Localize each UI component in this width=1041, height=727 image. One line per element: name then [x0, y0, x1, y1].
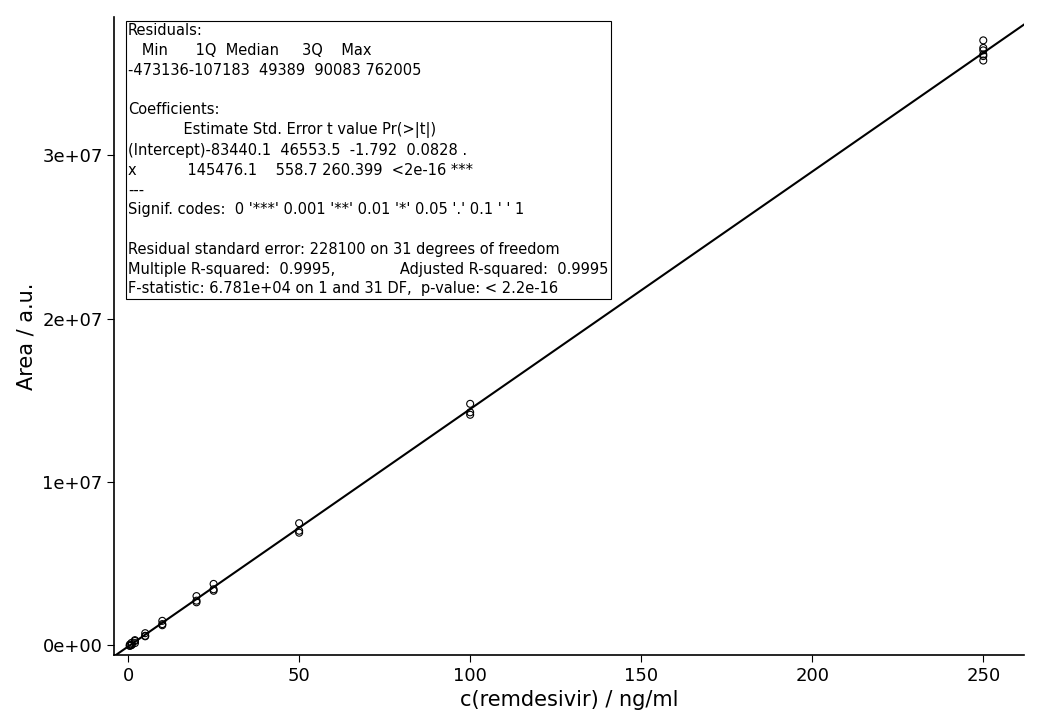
Point — [188, 596, 205, 608]
Point — [290, 525, 307, 537]
Point — [462, 409, 479, 421]
Point — [123, 639, 139, 651]
Point — [127, 635, 144, 646]
Point — [462, 406, 479, 418]
Point — [122, 639, 138, 651]
Point — [188, 595, 205, 606]
Point — [154, 615, 171, 627]
Point — [975, 50, 992, 62]
Point — [123, 637, 139, 648]
Point — [122, 640, 138, 651]
Point — [154, 618, 171, 630]
Point — [975, 49, 992, 60]
Point — [205, 578, 222, 590]
Point — [154, 619, 171, 631]
Point — [290, 518, 307, 529]
Point — [205, 585, 222, 597]
Y-axis label: Area / a.u.: Area / a.u. — [17, 282, 36, 390]
Point — [975, 42, 992, 54]
Point — [136, 630, 153, 642]
Point — [205, 584, 222, 595]
Point — [127, 635, 144, 647]
Point — [975, 44, 992, 56]
Point — [290, 527, 307, 539]
Point — [122, 640, 138, 651]
Point — [136, 627, 153, 639]
Point — [188, 590, 205, 602]
X-axis label: c(remdesivir) / ng/ml: c(remdesivir) / ng/ml — [460, 691, 679, 710]
Point — [127, 638, 144, 649]
Point — [975, 55, 992, 66]
Point — [123, 639, 139, 651]
Point — [136, 630, 153, 642]
Point — [462, 398, 479, 409]
Point — [975, 35, 992, 47]
Text: Residuals:
   Min      1Q  Median     3Q    Max
-473136-107183  49389  90083 762: Residuals: Min 1Q Median 3Q Max -473136-… — [128, 23, 608, 297]
